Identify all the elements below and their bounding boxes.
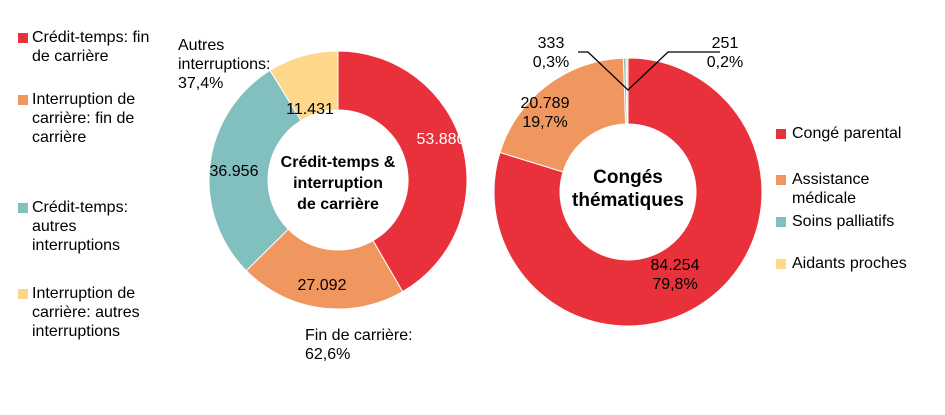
left-slice-3 [269,50,339,122]
right-slice-1 [499,57,627,173]
legend-item-label: Crédit-temps: autres interruptions [32,199,129,254]
legend-item-label: Aidants proches [792,255,907,272]
legend-swatch [776,129,786,139]
legend-swatch [18,289,28,299]
legend-item-label: Assistance médicale [792,171,870,207]
data-label-0: 84.254 79,8% [650,257,700,293]
data-label-3: 251 0,2% [706,35,744,71]
legend-swatch [776,217,786,227]
legend-item-label: Crédit-temps: fin de carrière [32,29,150,65]
legend-item-label: Soins palliatifs [792,213,895,230]
data-label-2: 36.956 [209,163,259,180]
legend-item-label: Congé parental [792,125,902,142]
center-title: Congés thématiques [572,167,684,211]
group-label-autres: Autres interruptions: 37,4% [178,37,271,92]
legend-swatch [18,203,28,213]
legend-swatch [776,175,786,185]
center-title: Crédit-temps & interruption de carrière [280,154,396,213]
legend-swatch [776,259,786,269]
leader-lines [578,51,720,91]
data-label-2: 333 0,3% [532,35,570,71]
right-slice-3 [625,57,629,125]
legend-item-label: Interruption de carrière: fin de carrièr… [32,91,136,146]
data-label-1: 27.092 [297,277,347,294]
left-slice-0 [337,50,468,293]
data-label-1: 20.789 19,7% [520,95,570,131]
left-slice-2 [208,69,302,272]
data-label-3: 11.431 [286,101,334,118]
legend-swatch [18,95,28,105]
legend-swatch [18,33,28,43]
right-slice-0 [493,57,763,327]
legend-item-label: Interruption de carrière: autres interru… [32,285,140,340]
data-label-0: 53.880 [416,131,466,148]
group-label-fin: Fin de carrière: 62,6% [305,327,413,363]
